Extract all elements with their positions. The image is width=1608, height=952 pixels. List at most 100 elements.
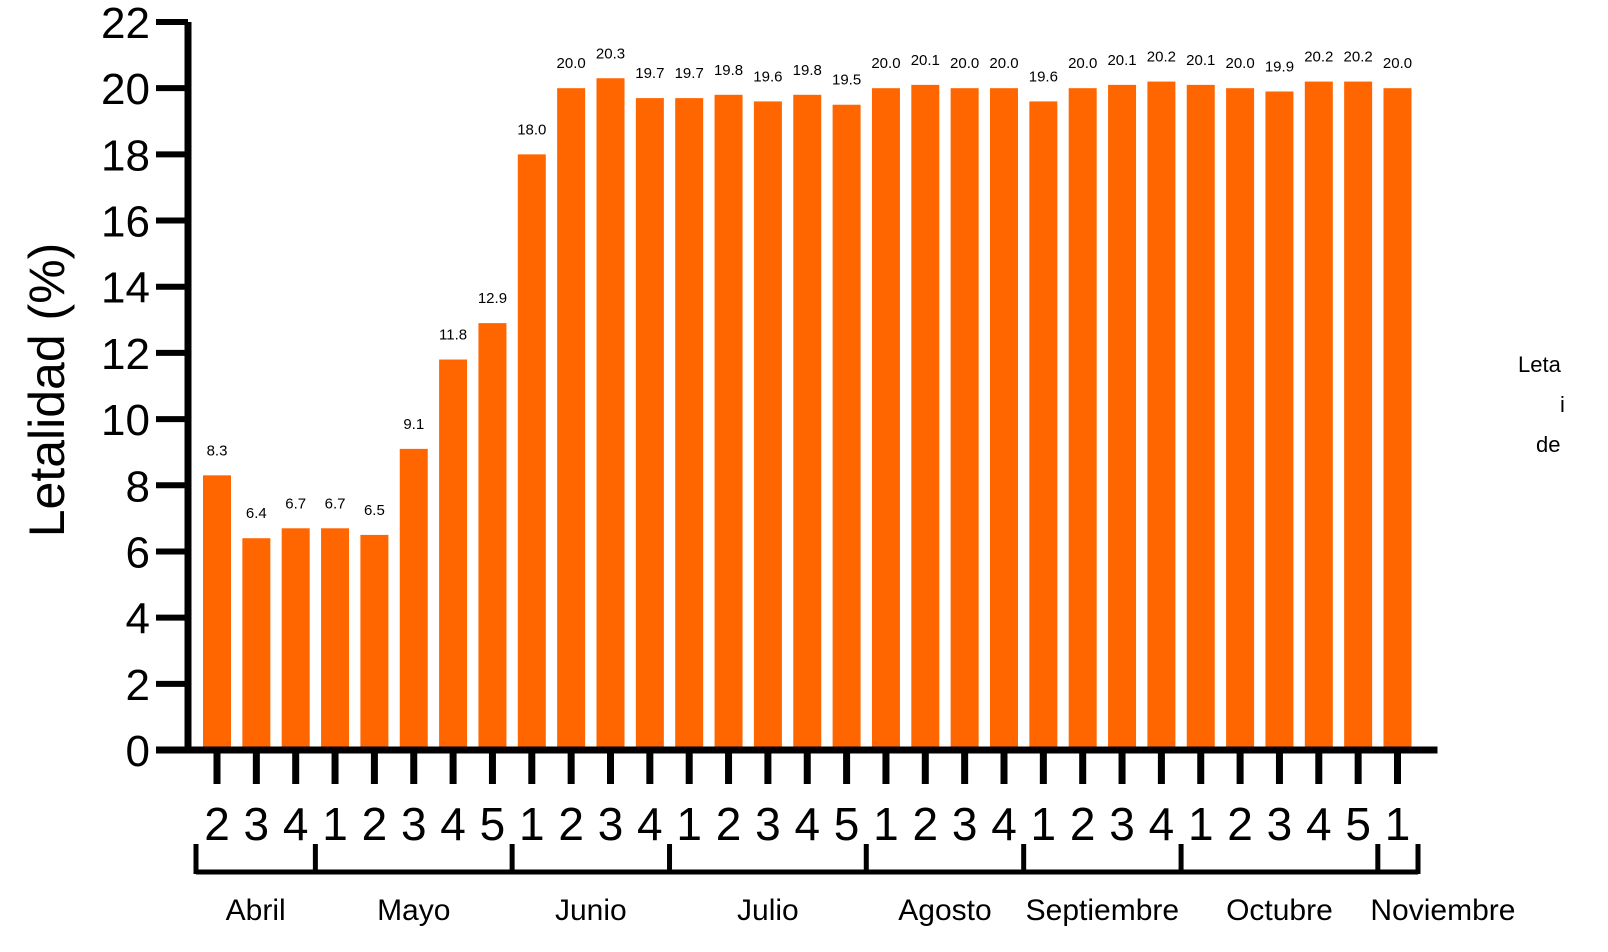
month-label-agosto: Agosto	[898, 894, 991, 927]
bar-4	[321, 528, 350, 750]
data-label-18: 20.0	[871, 55, 900, 72]
data-label-13: 19.7	[675, 65, 704, 82]
data-label-25: 20.2	[1147, 49, 1176, 66]
bar-30	[1344, 81, 1373, 750]
data-label-11: 20.3	[596, 45, 625, 62]
x-tick-label-20: 3	[952, 798, 978, 850]
data-label-14: 19.8	[714, 62, 743, 79]
x-tick-label-2: 3	[244, 798, 270, 850]
data-label-10: 20.0	[557, 55, 586, 72]
y-tick-label-0: 0	[126, 727, 150, 776]
bar-16	[793, 94, 822, 751]
bar-13	[675, 98, 704, 751]
x-tick-label-8: 5	[480, 798, 506, 850]
bar-19	[911, 84, 940, 750]
y-tick-label-14: 14	[101, 264, 150, 313]
data-label-6: 9.1	[403, 416, 424, 433]
bar-15	[753, 101, 782, 750]
bar-23	[1068, 88, 1097, 750]
x-tick-label-15: 3	[755, 798, 781, 850]
y-tick-label-22: 22	[101, 0, 150, 48]
data-label-24: 20.1	[1107, 52, 1136, 69]
bar-2	[242, 538, 271, 750]
data-label-28: 19.9	[1265, 58, 1294, 75]
x-tick-label-30: 5	[1345, 798, 1371, 850]
x-tick-label-10: 2	[558, 798, 584, 850]
bar-10	[557, 88, 586, 750]
data-label-1: 8.3	[207, 442, 228, 459]
bar-20	[950, 88, 979, 750]
bar-8	[478, 323, 507, 750]
y-tick-label-12: 12	[101, 330, 150, 379]
x-tick-label-12: 4	[637, 798, 663, 850]
side-note-line-2: i	[1560, 392, 1565, 417]
bar-3	[281, 528, 310, 750]
month-label-septiembre: Septiembre	[1026, 894, 1179, 927]
data-label-20: 20.0	[950, 55, 979, 72]
data-label-8: 12.9	[478, 290, 507, 307]
bar-5	[360, 534, 389, 750]
x-tick-label-31: 1	[1385, 798, 1411, 850]
y-tick-label-20: 20	[101, 65, 150, 114]
x-tick-label-28: 3	[1267, 798, 1293, 850]
bar-24	[1108, 84, 1137, 750]
data-label-15: 19.6	[753, 68, 782, 85]
x-tick-label-3: 4	[283, 798, 309, 850]
x-tick-label-27: 2	[1227, 798, 1253, 850]
data-label-27: 20.0	[1225, 55, 1254, 72]
y-tick-label-10: 10	[101, 396, 150, 445]
bar-7	[439, 359, 468, 750]
y-axis: 0 2 4 6 8 10 12 14 16 18 20 22	[101, 0, 192, 776]
bar-6	[399, 448, 428, 750]
bar-9	[517, 154, 546, 750]
side-note-line-3: de	[1536, 432, 1560, 457]
bar-1	[203, 475, 231, 750]
x-tick-label-14: 2	[716, 798, 742, 850]
x-tick-label-17: 5	[834, 798, 860, 850]
x-tick-label-24: 3	[1109, 798, 1135, 850]
y-axis-title: Letalidad (%)	[19, 243, 75, 538]
bar-18	[871, 88, 900, 750]
x-tick-label-16: 4	[794, 798, 820, 850]
bar-14	[714, 94, 743, 751]
y-tick-label-8: 8	[126, 462, 150, 511]
data-labels: 8.3 6.4 6.7 6.7 6.5 9.1 11.8 12.9 18.0 20.0 20.3 19…	[207, 45, 1413, 522]
data-label-22: 19.6	[1029, 68, 1058, 85]
data-label-12: 19.7	[635, 65, 664, 82]
data-label-23: 20.0	[1068, 55, 1097, 72]
x-tick-label-13: 1	[676, 798, 702, 850]
data-label-7: 11.8	[439, 327, 467, 344]
x-tick-label-19: 2	[913, 798, 939, 850]
month-label-abril: Abril	[226, 894, 286, 927]
x-tick-label-7: 4	[440, 798, 466, 850]
data-label-4: 6.7	[325, 495, 346, 512]
side-note: Leta ide	[1518, 352, 1565, 457]
data-label-30: 20.2	[1344, 49, 1373, 66]
data-label-5: 6.5	[364, 502, 385, 519]
bar-11	[596, 78, 625, 751]
x-tick-label-4: 1	[322, 798, 348, 850]
month-label-julio: Julio	[737, 894, 799, 927]
side-note-line-1: Leta	[1518, 352, 1562, 377]
data-label-29: 20.2	[1304, 49, 1333, 66]
data-label-26: 20.1	[1186, 52, 1215, 69]
x-tick-label-21: 4	[991, 798, 1017, 850]
bar-31	[1383, 88, 1412, 750]
data-label-17: 19.5	[832, 72, 861, 89]
x-tick-label-6: 3	[401, 798, 427, 850]
x-tick-label-23: 2	[1070, 798, 1096, 850]
month-label-noviembre: Noviembre	[1370, 894, 1515, 927]
y-tick-label-6: 6	[126, 528, 150, 577]
bar-25	[1147, 81, 1176, 750]
bar-17	[832, 104, 861, 750]
bars	[203, 78, 1412, 751]
data-label-19: 20.1	[911, 52, 940, 69]
data-label-3: 6.7	[285, 495, 306, 512]
x-tick-label-5: 2	[362, 798, 388, 850]
bar-22	[1029, 101, 1058, 750]
x-tick-label-26: 1	[1188, 798, 1214, 850]
bar-21	[990, 88, 1018, 750]
x-tick-label-25: 4	[1149, 798, 1175, 850]
